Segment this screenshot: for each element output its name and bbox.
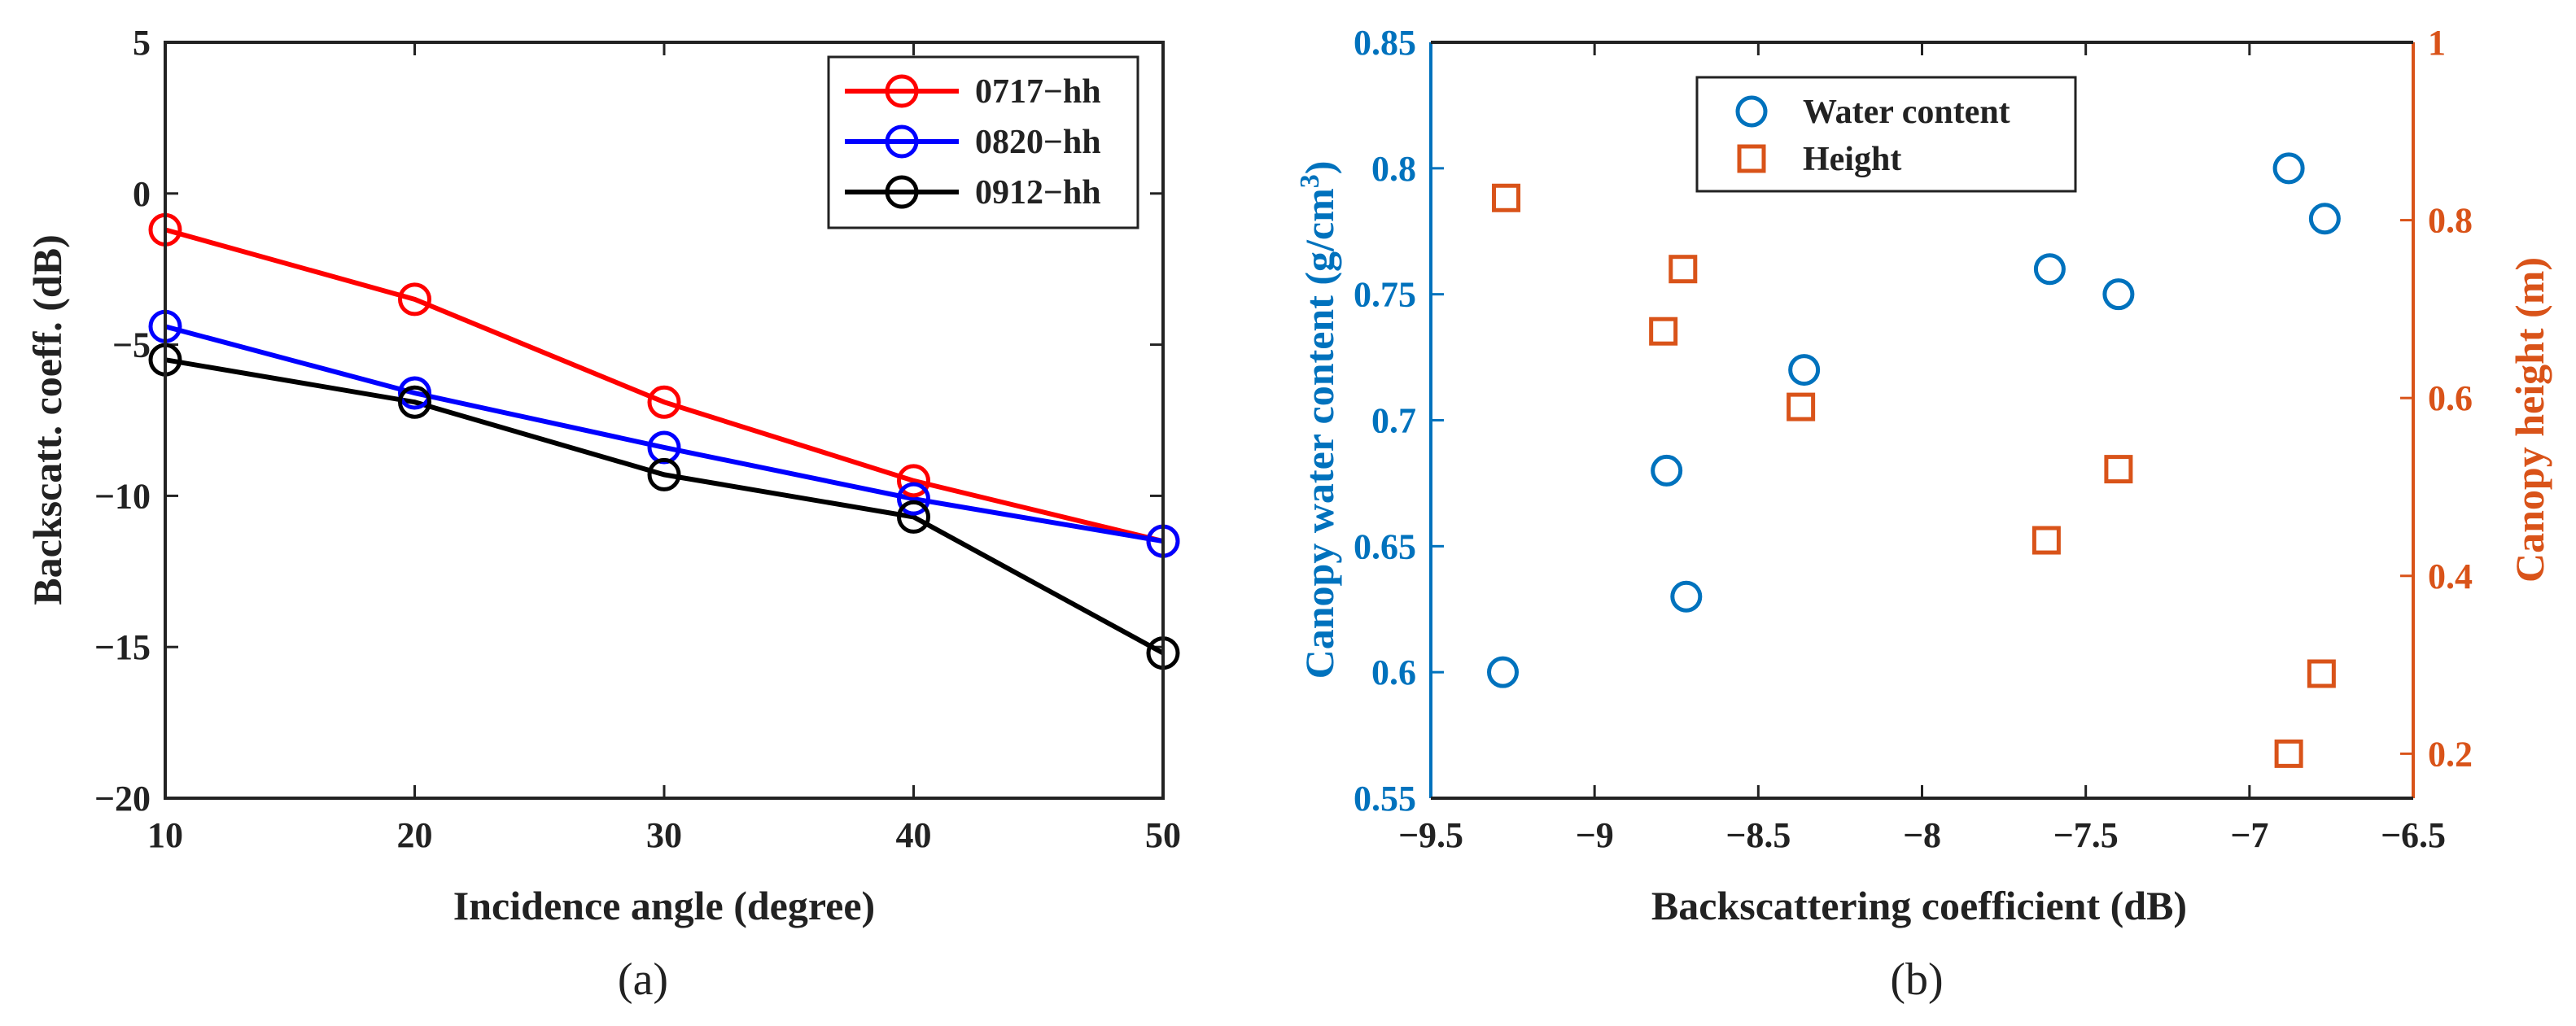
data-point-series-2 xyxy=(647,457,681,491)
legend-label-1: 0820−hh xyxy=(975,124,1101,161)
panel-b-x-axis-label: Backscattering coefficient (dB) xyxy=(1651,883,2187,928)
legend-label-0: Water content xyxy=(1803,94,2010,131)
panel-b-left-y-label-close: ) xyxy=(1297,161,1342,175)
series-line-0 xyxy=(164,227,1164,544)
x-tick-label: 40 xyxy=(896,815,932,855)
panel-b-left-y-label-main: Canopy water content (g/cm xyxy=(1297,188,1342,679)
height-point xyxy=(2031,526,2061,555)
water-content-point xyxy=(1788,354,1821,386)
y-tick-label: 5 xyxy=(133,23,151,63)
height-point xyxy=(2274,739,2303,768)
panel-b-left-y-label-superscript: 3 xyxy=(1295,174,1325,188)
data-point-series-1 xyxy=(647,430,681,465)
legend-marker-height xyxy=(1737,144,1766,173)
x-tick-label: −7.5 xyxy=(2053,815,2119,855)
water-content-point xyxy=(2033,253,2066,286)
panel-a-legend: 0717−hh 0820−hh 0912−hh xyxy=(827,55,1139,229)
x-tick-label: −9.5 xyxy=(1398,815,1463,855)
panel-b-left-y-axis-label: Canopy water content (g/cm3) xyxy=(1295,161,1342,679)
data-point-series-0 xyxy=(398,282,431,317)
panel-a-label: (a) xyxy=(618,954,668,1005)
legend-marker-0 xyxy=(885,74,919,108)
x-tick-label: 30 xyxy=(646,815,682,855)
right-y-tick-label: 1 xyxy=(2428,23,2446,63)
panel-a-y-axis-label: Backscatt. coeff. (dB) xyxy=(24,234,70,605)
data-point-series-0 xyxy=(897,464,930,498)
height-point xyxy=(1787,392,1816,421)
panel-a-series xyxy=(148,212,1180,670)
panel-b-series xyxy=(1487,152,2341,768)
x-tick-label: −9 xyxy=(1576,815,1614,855)
legend-label-0: 0717−hh xyxy=(975,73,1101,111)
height-point xyxy=(2307,659,2336,688)
right-y-tick-label: 0.6 xyxy=(2428,378,2473,418)
panel-b: −9.5 −9 −8.5 −8 −7.5 −7 −6.5 0.55 0.6 0.65 0.7 0.75… xyxy=(1295,23,2552,1005)
left-y-tick-label: 0.65 xyxy=(1354,526,1416,566)
water-content-point xyxy=(1670,580,1703,613)
legend-marker-water-content xyxy=(1735,95,1768,128)
panel-a-x-axis-label: Incidence angle (degree) xyxy=(453,883,875,928)
x-tick-label: −7 xyxy=(2230,815,2268,855)
x-tick-label: −8 xyxy=(1903,815,1941,855)
x-tick-label: −6.5 xyxy=(2381,815,2446,855)
height-point xyxy=(2104,455,2133,484)
data-point-series-1 xyxy=(897,482,930,516)
legend-marker-2 xyxy=(885,175,919,209)
height-point xyxy=(1649,317,1678,346)
y-tick-label: −10 xyxy=(94,476,151,516)
right-y-tick-label: 0.4 xyxy=(2428,557,2473,596)
x-tick-label: −8.5 xyxy=(1725,815,1791,855)
x-tick-label: 10 xyxy=(147,815,183,855)
panel-b-tick-labels: −9.5 −9 −8.5 −8 −7.5 −7 −6.5 0.55 0.6 0.65 0.7 0.75… xyxy=(1354,23,2473,855)
x-tick-label: 50 xyxy=(1145,815,1181,855)
left-y-tick-label: 0.75 xyxy=(1354,275,1416,315)
panel-b-right-y-axis-label: Canopy height (m) xyxy=(2507,257,2552,583)
y-tick-label: −20 xyxy=(94,779,151,819)
series-line-2 xyxy=(164,357,1165,656)
left-y-tick-label: 0.6 xyxy=(1371,653,1416,692)
x-tick-label: 20 xyxy=(397,815,433,855)
legend-label-2: 0912−hh xyxy=(975,174,1101,212)
water-content-point xyxy=(2102,278,2135,311)
legend-marker-1 xyxy=(885,124,919,159)
height-point xyxy=(1668,255,1698,284)
panel-b-label: (b) xyxy=(1890,954,1943,1005)
height-point xyxy=(1492,183,1521,212)
data-point-series-2 xyxy=(398,385,431,419)
left-y-tick-label: 0.55 xyxy=(1354,779,1416,819)
data-point-series-1 xyxy=(398,376,431,410)
data-point-series-2 xyxy=(897,500,930,534)
left-y-tick-label: 0.8 xyxy=(1371,149,1416,189)
water-content-point xyxy=(2272,152,2305,185)
left-y-tick-label: 0.7 xyxy=(1371,401,1416,441)
water-content-point xyxy=(2308,203,2341,235)
panel-a-axes-box xyxy=(164,41,1165,800)
water-content-point xyxy=(1487,656,1520,688)
y-tick-label: −5 xyxy=(112,325,151,365)
y-tick-label: 0 xyxy=(133,174,151,214)
series-line-1 xyxy=(164,324,1164,544)
data-point-series-0 xyxy=(647,385,681,419)
panel-b-legend: Water content Height xyxy=(1695,76,2077,193)
right-y-tick-label: 0.2 xyxy=(2428,734,2473,774)
left-y-tick-label: 0.85 xyxy=(1354,23,1416,63)
y-tick-label: −15 xyxy=(94,627,151,667)
water-content-point xyxy=(1651,454,1683,487)
legend-label-1: Height xyxy=(1803,141,1901,178)
right-y-tick-label: 0.8 xyxy=(2428,201,2473,241)
